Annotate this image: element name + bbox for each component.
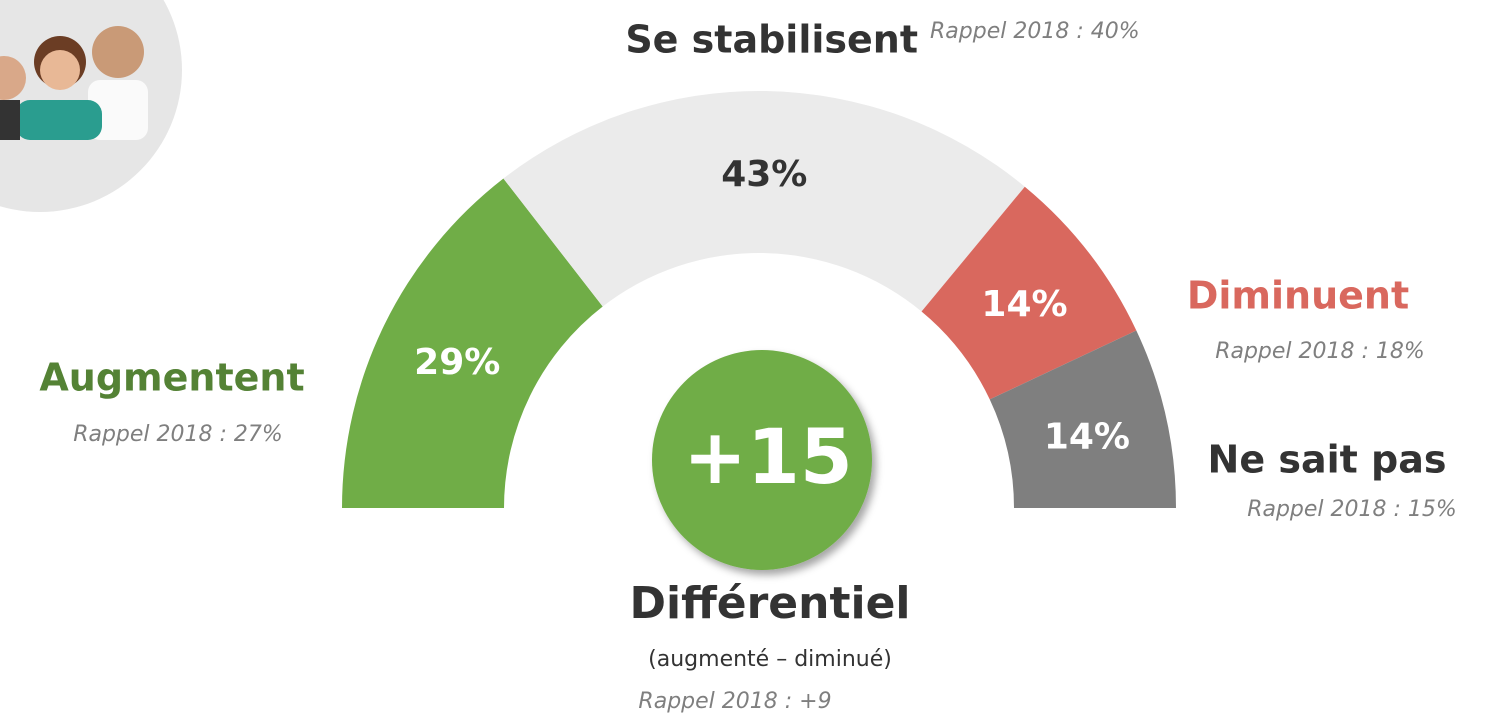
differential-subtitle: (augmenté – diminué) [648, 647, 892, 672]
value-label: 29% [414, 342, 500, 383]
recall-label: Rappel 2018 : 27% [73, 422, 283, 447]
recall-label: Rappel 2018 : 40% [930, 19, 1140, 44]
recall-label: Rappel 2018 : 18% [1215, 339, 1425, 364]
category-label: Se stabilisent [625, 18, 918, 62]
category-label: Diminuent [1187, 274, 1409, 318]
differential-title: Différentiel [630, 578, 911, 629]
value-label: 14% [981, 284, 1067, 325]
recall-label: Rappel 2018 : 15% [1247, 497, 1457, 522]
differential-recall: Rappel 2018 : +9 [638, 689, 831, 714]
category-label: Ne sait pas [1208, 438, 1447, 482]
page: {"chart_data": { "type": "half-donut", "… [0, 0, 1496, 720]
people-icon [0, 0, 182, 212]
differential-value: +15 [683, 412, 852, 501]
chart: 29% 43% 14% 14% +15 Différentiel (augmenté … [0, 0, 1496, 720]
category-label: Augmentent [39, 356, 304, 400]
value-label: 43% [721, 154, 807, 195]
segment [503, 91, 1024, 312]
value-label: 14% [1044, 417, 1130, 458]
